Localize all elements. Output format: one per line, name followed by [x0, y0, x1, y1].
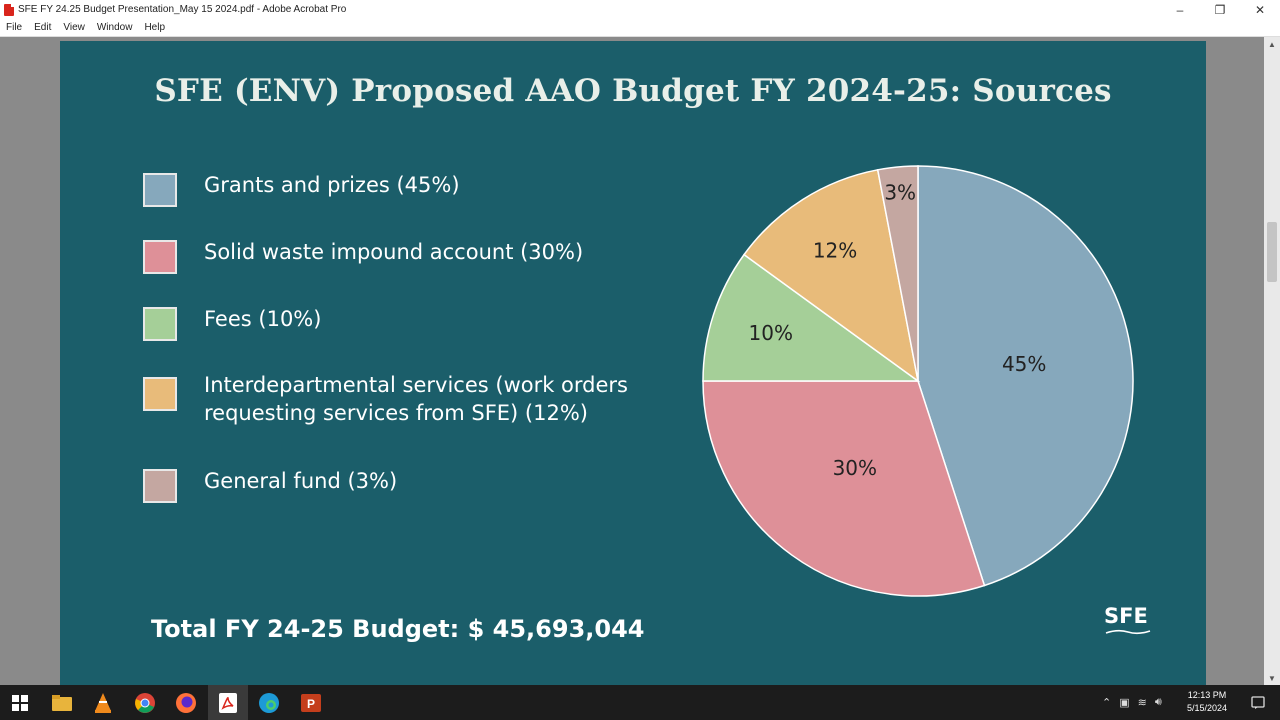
- volume-icon[interactable]: 🔊︎: [1154, 696, 1162, 708]
- slide: SFE (ENV) Proposed AAO Budget FY 2024-25…: [60, 41, 1206, 685]
- acrobat-icon[interactable]: [216, 691, 240, 715]
- legend-item-grants: Grants and prizes (45%): [143, 171, 663, 207]
- pie-label-fees: 10%: [749, 321, 793, 345]
- pie-slice-general-fund: [876, 165, 919, 382]
- chrome-icon[interactable]: [133, 691, 157, 715]
- clock[interactable]: 12:13 PM 5/15/2024: [1176, 689, 1238, 715]
- pdf-file-icon: [4, 3, 14, 16]
- legend-label-interdepartmental-line1: Interdepartmental services (work orders: [204, 373, 628, 397]
- scroll-thumb[interactable]: [1267, 222, 1277, 282]
- legend-label-interdepartmental: Interdepartmental services (work orders …: [204, 371, 628, 427]
- slide-title: SFE (ENV) Proposed AAO Budget FY 2024-25…: [154, 73, 1112, 109]
- edge-icon[interactable]: [257, 691, 281, 715]
- logo-wave-icon: [1105, 629, 1151, 635]
- legend-label-fees: Fees (10%): [204, 307, 322, 331]
- wifi-icon[interactable]: ≋: [1137, 697, 1147, 709]
- legend-item-general-fund: General fund (3%): [143, 467, 663, 503]
- legend-item-solid-waste: Solid waste impound account (30%): [143, 238, 663, 274]
- menu-bar: File Edit View Window Help: [0, 19, 1280, 37]
- vlc-icon[interactable]: [91, 691, 115, 715]
- pie-label-grants-and-prizes: 45%: [1002, 352, 1046, 376]
- pie-slice-solid-waste-impound-account: [702, 380, 986, 597]
- clock-time: 12:13 PM: [1187, 690, 1227, 700]
- legend-swatch-grants: [143, 173, 177, 207]
- window-title-bar: SFE FY 24.25 Budget Presentation_May 15 …: [0, 0, 1280, 19]
- taskbar: P ⌃ ▣ ≋ 🔊︎ 12:13 PM 5/15/2024: [0, 685, 1280, 720]
- sfe-logo: SFE: [1104, 604, 1148, 628]
- pie-slice-interdepartmental-services: [743, 168, 920, 383]
- vertical-scrollbar[interactable]: ▲ ▼: [1264, 37, 1280, 685]
- system-tray: ⌃ ▣ ≋ 🔊︎: [1102, 685, 1162, 720]
- network-icon[interactable]: ▣: [1119, 697, 1130, 709]
- total-budget: Total FY 24-25 Budget: $ 45,693,044: [151, 615, 645, 643]
- window-title: SFE FY 24.25 Budget Presentation_May 15 …: [18, 4, 347, 15]
- document-view[interactable]: SFE (ENV) Proposed AAO Budget FY 2024-25…: [0, 37, 1264, 685]
- notification-icon[interactable]: [1246, 691, 1270, 715]
- firefox-icon[interactable]: [174, 691, 198, 715]
- menu-help[interactable]: Help: [144, 22, 166, 33]
- legend-swatch-interdepartmental: [143, 377, 177, 411]
- legend-label-grants: Grants and prizes (45%): [204, 173, 460, 197]
- menu-file[interactable]: File: [6, 22, 23, 33]
- minimize-button[interactable]: –: [1176, 2, 1184, 17]
- pie-slice-grants-and-prizes: [917, 165, 1134, 587]
- legend-swatch-fees: [143, 307, 177, 341]
- menu-view[interactable]: View: [63, 22, 85, 33]
- window-controls: – ❐ ✕: [1160, 0, 1280, 19]
- legend-label-solid-waste: Solid waste impound account (30%): [204, 240, 584, 264]
- scroll-down-icon[interactable]: ▼: [1268, 673, 1276, 683]
- pie-label-general-fund: 3%: [884, 181, 916, 205]
- legend-swatch-general-fund: [143, 469, 177, 503]
- pie-slice-fees: [702, 253, 921, 382]
- menu-edit[interactable]: Edit: [34, 22, 52, 33]
- clock-date: 5/15/2024: [1186, 703, 1228, 713]
- legend-item-interdepartmental: Interdepartmental services (work orders …: [143, 371, 663, 427]
- legend-item-fees: Fees (10%): [143, 305, 663, 341]
- legend-label-interdepartmental-line2: requesting services from SFE) (12%): [204, 401, 588, 425]
- legend-swatch-solid-waste: [143, 240, 177, 274]
- pie-label-interdepartmental-services: 12%: [813, 238, 857, 262]
- legend-label-general-fund: General fund (3%): [204, 469, 398, 493]
- svg-text:P: P: [307, 697, 315, 711]
- restore-button[interactable]: ❐: [1214, 2, 1226, 17]
- close-button[interactable]: ✕: [1254, 2, 1266, 17]
- powerpoint-icon[interactable]: P: [299, 691, 323, 715]
- scroll-up-icon[interactable]: ▲: [1268, 39, 1276, 49]
- tray-chevron-icon[interactable]: ⌃: [1102, 697, 1112, 709]
- pie-chart: 45% 30% 10% 12% 3%: [702, 165, 1134, 597]
- menu-window[interactable]: Window: [96, 22, 133, 33]
- windows-start-icon[interactable]: [8, 691, 32, 715]
- pie-label-solid-waste-impound-account: 30%: [833, 456, 877, 480]
- file-explorer-icon[interactable]: [50, 691, 74, 715]
